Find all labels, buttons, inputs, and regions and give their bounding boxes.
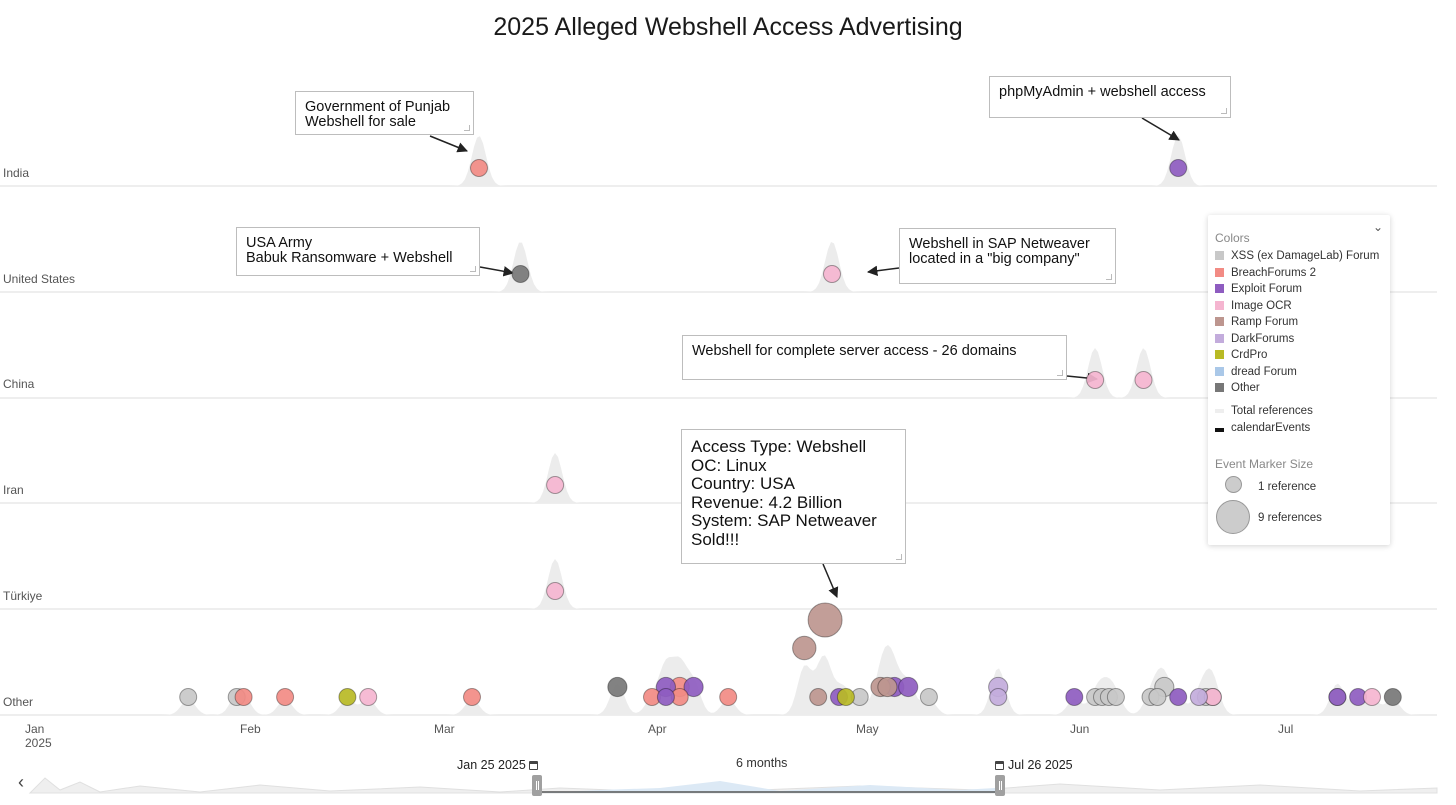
- density-area-india: [0, 136, 1437, 186]
- chevron-left-icon[interactable]: ‹: [18, 772, 24, 792]
- legend-panel: ⌄ Colors XSS (ex DamageLab) Forum Breach…: [1208, 215, 1390, 545]
- annotation-sap-netweaver[interactable]: Webshell in SAP Netweaver located in a "…: [899, 228, 1116, 284]
- range-handle-start[interactable]: [532, 775, 542, 796]
- event-marker-breachforums-2: [234, 688, 253, 706]
- annotation-arrow: [1141, 117, 1180, 141]
- legend-colors-title: Colors: [1215, 231, 1250, 245]
- event-marker-other: [511, 265, 530, 283]
- x-tick-jun: Jun: [1070, 722, 1090, 736]
- size-label-1: 1 reference: [1258, 481, 1317, 493]
- annotation-arrow: [479, 266, 515, 277]
- density-area-china: [0, 348, 1437, 398]
- legend-item-ramp[interactable]: Ramp Forum: [1215, 316, 1298, 328]
- annotation-usa-army[interactable]: USA Army Babuk Ransomware + Webshell: [236, 227, 480, 276]
- event-marker-image-ocr: [1134, 371, 1153, 389]
- annotation-arrow: [866, 265, 900, 276]
- x-tick-mar: Mar: [434, 722, 455, 736]
- lane-label-turkiye: Türkiye: [3, 589, 43, 603]
- chevron-double-down-icon[interactable]: ⌄: [1372, 220, 1383, 234]
- annotation-arrow: [822, 563, 839, 598]
- event-marker-breachforums-2: [276, 688, 295, 706]
- size-marker-small: [1225, 476, 1242, 493]
- legend-item-other[interactable]: Other: [1215, 382, 1260, 394]
- lane-label-china: China: [3, 377, 35, 391]
- annotation-access-type[interactable]: Access Type: Webshell OC: Linux Country:…: [681, 429, 906, 564]
- event-marker-image-ocr: [546, 582, 565, 600]
- event-marker-breachforums-2: [463, 688, 481, 706]
- x-tick-feb: Feb: [240, 722, 261, 736]
- event-marker-crdpro: [338, 688, 357, 706]
- event-marker-breachforums-2: [719, 688, 738, 706]
- event-marker-exploit-forum: [1169, 159, 1188, 177]
- event-marker-xss-ex-damagelab-forum: [179, 688, 198, 706]
- range-end-label: Jul 26 2025: [995, 758, 1073, 772]
- density-area-t-rkiye: [0, 559, 1437, 609]
- annotation-punjab[interactable]: Government of Punjab Webshell for sale: [295, 91, 474, 135]
- range-duration: 6 months: [736, 756, 788, 770]
- annotation-phpmyadmin[interactable]: phpMyAdmin + webshell access: [989, 76, 1231, 118]
- chart-title: 2025 Alleged Webshell Access Advertising: [493, 13, 963, 41]
- event-marker-image-ocr: [359, 688, 378, 706]
- legend-item-calendar-events[interactable]: calendarEvents: [1215, 422, 1310, 434]
- event-marker-exploit-forum: [656, 688, 675, 706]
- event-marker-image-ocr: [1363, 688, 1381, 706]
- event-marker-ramp-forum: [809, 688, 828, 706]
- event-marker-xss-ex-damagelab-forum: [1106, 688, 1125, 706]
- event-marker-darkforums: [989, 688, 1008, 706]
- legend-item-dread[interactable]: dread Forum: [1215, 366, 1297, 378]
- legend-item-exploit[interactable]: Exploit Forum: [1215, 283, 1302, 295]
- legend-size-title: Event Marker Size: [1215, 457, 1314, 471]
- x-tick-jul: Jul: [1278, 722, 1294, 736]
- legend-item-total-references[interactable]: Total references: [1215, 405, 1313, 417]
- event-marker-darkforums: [1189, 688, 1208, 706]
- event-marker-xss-ex-damagelab-forum: [919, 688, 938, 706]
- annotation-arrow: [429, 135, 468, 153]
- legend-item-xss[interactable]: XSS (ex DamageLab) Forum: [1215, 250, 1379, 262]
- event-marker-image-ocr: [546, 476, 565, 494]
- lane-label-india: India: [3, 166, 30, 180]
- size-label-9: 9 references: [1258, 512, 1322, 524]
- x-tick-jan: Jan 2025: [25, 722, 52, 750]
- event-marker-exploit-forum: [898, 676, 919, 698]
- event-marker-ramp-forum: [792, 635, 817, 661]
- event-marker-image-ocr: [823, 265, 841, 283]
- size-marker-large: [1216, 500, 1250, 534]
- event-marker-breachforums-2: [470, 159, 488, 177]
- range-handle-end[interactable]: [995, 775, 1005, 796]
- legend-item-darkforums[interactable]: DarkForums: [1215, 333, 1294, 345]
- event-marker-other: [1383, 688, 1402, 706]
- density-area-other: [0, 645, 1437, 715]
- legend-item-breachforums[interactable]: BreachForums 2: [1215, 267, 1316, 279]
- event-marker-exploit-forum: [1169, 688, 1188, 706]
- x-tick-apr: Apr: [648, 722, 667, 736]
- event-marker-exploit-forum: [1065, 688, 1084, 706]
- event-marker-exploit-forum: [683, 676, 704, 698]
- event-marker-exploit-forum: [1328, 688, 1347, 706]
- event-marker-ramp-forum: [877, 676, 898, 698]
- lane-label-other: Other: [3, 695, 34, 709]
- calendar-icon[interactable]: [529, 761, 539, 770]
- legend-item-crdpro[interactable]: CrdPro: [1215, 349, 1267, 361]
- event-marker-other: [607, 676, 628, 698]
- x-tick-may: May: [856, 722, 879, 736]
- event-marker-ramp-forum: [807, 602, 843, 638]
- range-start-label: Jan 25 2025: [457, 758, 542, 772]
- legend-item-image-ocr[interactable]: Image OCR: [1215, 300, 1292, 312]
- event-marker-xss-ex-damagelab-forum: [1148, 688, 1167, 706]
- navigator-selection-area: [540, 781, 995, 793]
- lane-label-united-states: United States: [3, 272, 76, 286]
- navigator-overview: [28, 777, 1438, 794]
- annotation-26-domains[interactable]: Webshell for complete server access - 26…: [682, 335, 1067, 380]
- calendar-icon[interactable]: [995, 761, 1004, 770]
- event-marker-crdpro: [836, 688, 855, 706]
- lane-label-iran: Iran: [3, 483, 24, 497]
- event-marker-image-ocr: [1086, 371, 1105, 389]
